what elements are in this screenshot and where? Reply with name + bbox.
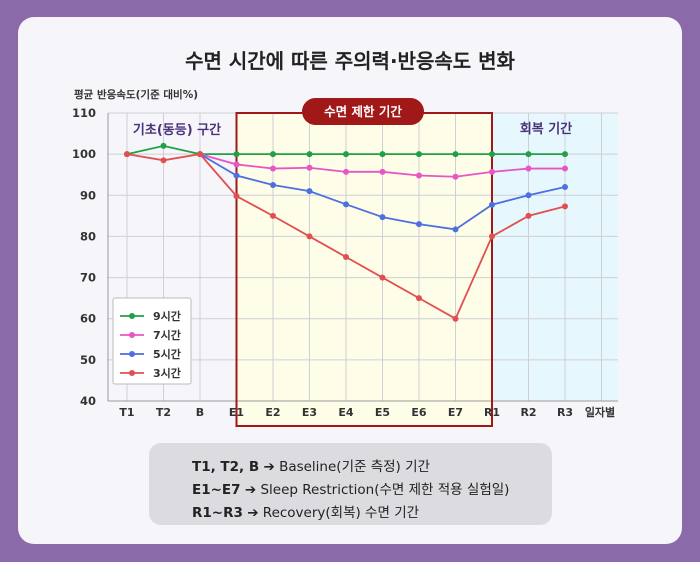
y-tick-label: 70 xyxy=(80,271,96,285)
legend-box xyxy=(112,297,192,385)
restriction-region xyxy=(236,113,492,426)
data-point xyxy=(452,315,459,322)
y-axis-title: 평균 반응속도(기준 대비%) xyxy=(74,88,198,101)
data-point xyxy=(343,254,349,260)
data-point xyxy=(270,182,276,188)
legend-label: 7시간 xyxy=(153,328,181,342)
data-point xyxy=(160,142,167,149)
x-tick-label: E6 xyxy=(411,406,427,419)
data-point xyxy=(379,168,386,175)
data-point xyxy=(233,193,240,200)
legend-swatch-marker xyxy=(129,370,135,376)
x-tick-label: R3 xyxy=(557,406,573,419)
note-text: Recovery(회복) 수면 기간 xyxy=(262,505,420,521)
data-point xyxy=(489,151,495,158)
legend-label: 9시간 xyxy=(153,309,181,323)
data-point xyxy=(197,151,203,158)
data-point xyxy=(270,151,276,158)
data-point xyxy=(562,203,568,210)
data-point xyxy=(525,151,532,158)
x-tick-label: E1 xyxy=(229,406,244,419)
y-tick-label: 80 xyxy=(80,229,96,243)
data-point xyxy=(306,233,313,240)
data-point xyxy=(379,151,386,158)
legend-label: 5시간 xyxy=(153,347,181,361)
legend-swatch-marker xyxy=(129,351,135,357)
x-tick-label: T2 xyxy=(156,406,171,419)
data-point xyxy=(489,233,495,240)
data-point xyxy=(343,151,349,158)
note-line-baseline: T1, T2, B ➔ Baseline(기준 측정) 기간 xyxy=(192,455,430,475)
x-tick-label: R2 xyxy=(520,406,536,419)
recovery-phase-label: 회복 기간 xyxy=(520,121,572,137)
baseline-phase-label: 기초(동등) 구간 xyxy=(133,122,221,138)
data-point xyxy=(233,151,240,158)
data-point xyxy=(270,165,276,172)
note-text: Baseline(기준 측정) 기간 xyxy=(279,459,430,475)
chart-title: 수면 시간에 따른 주의력·반응속도 변화 xyxy=(185,49,515,73)
data-point xyxy=(489,201,495,208)
data-point xyxy=(124,151,130,158)
note-key: E1~E7 xyxy=(192,482,241,498)
data-point xyxy=(379,214,386,221)
x-tick-label: E4 xyxy=(338,406,354,419)
y-tick-label: 60 xyxy=(80,312,96,326)
note-key: R1~R3 xyxy=(192,505,243,521)
data-point xyxy=(525,192,532,199)
arrow-icon: ➔ xyxy=(244,482,257,498)
data-point xyxy=(416,151,422,158)
note-line-restriction: E1~E7 ➔ Sleep Restriction(수면 제한 적용 실험일) xyxy=(192,478,509,498)
x-tick-label: T1 xyxy=(119,406,134,419)
data-point xyxy=(416,221,422,228)
x-tick-label: E2 xyxy=(265,406,280,419)
data-point xyxy=(562,184,568,191)
data-point xyxy=(343,168,349,175)
arrow-icon: ➔ xyxy=(263,459,275,475)
data-point xyxy=(160,157,167,164)
data-point xyxy=(525,165,532,172)
data-point xyxy=(562,151,568,158)
data-point xyxy=(306,164,313,171)
x-axis-title: 일자별 xyxy=(585,405,615,419)
data-point xyxy=(416,295,422,302)
data-point xyxy=(306,151,313,158)
x-tick-label: B xyxy=(196,406,204,419)
y-tick-label: 40 xyxy=(80,394,96,408)
arrow-icon: ➔ xyxy=(247,505,259,521)
data-point xyxy=(452,226,459,233)
data-point xyxy=(489,168,495,175)
data-point xyxy=(452,173,459,180)
legend-swatch-marker xyxy=(129,313,135,319)
restriction-badge xyxy=(302,98,424,125)
definition-note: T1, T2, B ➔ Baseline(기준 측정) 기간 E1~E7 ➔ S… xyxy=(149,443,552,525)
legend-swatch-marker xyxy=(129,332,135,338)
data-point xyxy=(379,274,386,281)
restriction-phase-label: 수면 제한 기간 xyxy=(324,104,402,119)
note-line-recovery: R1~R3 ➔ Recovery(회복) 수면 기간 xyxy=(192,501,419,521)
recovery-region xyxy=(492,113,618,401)
data-point xyxy=(452,151,459,158)
x-tick-label: R1 xyxy=(484,406,500,419)
x-tick-label: E3 xyxy=(302,406,317,419)
y-tick-label: 100 xyxy=(72,147,96,161)
y-tick-label: 50 xyxy=(80,353,96,367)
data-point xyxy=(233,161,240,168)
data-point xyxy=(233,172,240,179)
data-point xyxy=(306,188,313,195)
x-tick-label: E5 xyxy=(375,406,390,419)
legend-label: 3시간 xyxy=(153,366,181,380)
data-point xyxy=(562,165,568,172)
y-tick-label: 110 xyxy=(72,106,96,120)
data-point xyxy=(416,172,422,179)
data-point xyxy=(343,201,349,208)
y-tick-label: 90 xyxy=(80,188,96,202)
x-tick-label: E7 xyxy=(448,406,463,419)
data-point xyxy=(270,212,276,219)
note-text: Sleep Restriction(수면 제한 적용 실험일) xyxy=(260,482,510,498)
note-key: T1, T2, B xyxy=(192,459,260,475)
data-point xyxy=(525,212,532,219)
